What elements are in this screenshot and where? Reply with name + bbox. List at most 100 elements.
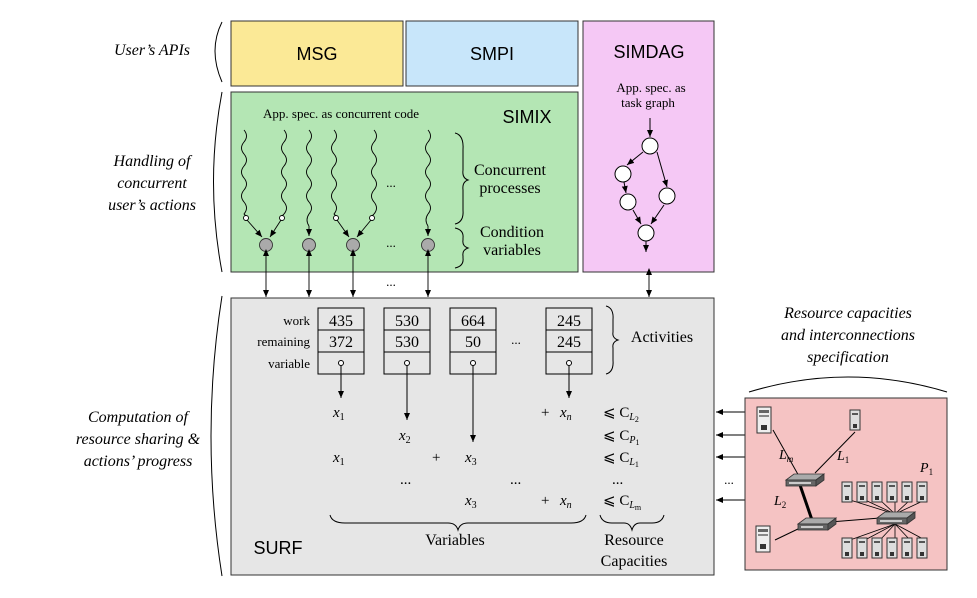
resource-arrows	[716, 409, 748, 503]
smpi-box	[405, 20, 579, 87]
cluster-node-icon	[901, 481, 913, 503]
brace-conditions	[454, 227, 470, 269]
layer-label-apis: User’s APIs	[114, 42, 190, 59]
activity-table: 530 530	[383, 307, 431, 420]
server-icon	[849, 409, 861, 431]
msg-box	[230, 20, 404, 87]
switch-icon	[797, 517, 837, 531]
layer-label-handling-1: Handling of	[113, 153, 193, 170]
variables-label: Variables	[425, 532, 485, 549]
connection-ellipsis: ...	[386, 274, 396, 289]
capacities-label-2: Capacities	[601, 553, 668, 570]
link-label-l2: L2	[773, 494, 786, 510]
var-x1: x1	[332, 450, 345, 468]
process-end	[243, 215, 249, 221]
activity-work: 245	[557, 313, 581, 330]
cluster-node-icon	[916, 537, 928, 559]
capacity-constraint: ⩽ CL1	[603, 450, 639, 469]
simdag-label: SIMDAG	[613, 42, 684, 62]
condition-ellipsis: ...	[386, 235, 396, 250]
processes-label-2: processes	[479, 180, 540, 197]
var-x2: x2	[398, 428, 411, 446]
network-links	[772, 429, 926, 541]
capacities-label-1: Resource	[604, 532, 664, 549]
activity-remaining: 372	[329, 334, 353, 351]
var-xn: xn	[559, 405, 572, 423]
resources-title-3: specification	[807, 349, 889, 366]
process-end	[333, 215, 339, 221]
condition-variable	[302, 238, 316, 252]
layer-label-handling-3: user’s actions	[108, 197, 196, 214]
activities-label: Activities	[631, 329, 693, 346]
equation-dots: ...	[612, 472, 623, 488]
row-label-remaining: remaining	[257, 334, 310, 349]
brace-processes	[454, 132, 470, 225]
cluster-node-icon	[871, 537, 883, 559]
task-node	[658, 187, 676, 205]
activity-work: 664	[461, 313, 485, 330]
cluster-node-icon	[886, 537, 898, 559]
cluster-node-icon	[886, 481, 898, 503]
server-icon	[755, 525, 771, 553]
task-node	[637, 224, 655, 242]
cluster-node-icon	[841, 537, 853, 559]
cluster-node-icon	[901, 537, 913, 559]
msg-label: MSG	[296, 44, 337, 64]
task-graph	[614, 118, 676, 252]
var-x1: x1	[332, 405, 345, 423]
brace-computation	[210, 295, 223, 577]
process-end	[369, 215, 375, 221]
equation-system: x1 + xn ⩽ CL2 x2 ⩽ CP1 x1 + x3 ⩽ CL1 ...…	[332, 405, 642, 512]
simdag-spec-2: task graph	[621, 95, 675, 110]
simix-spec: App. spec. as concurrent code	[263, 106, 419, 121]
brace-variables	[329, 514, 587, 532]
activity-remaining: 50	[465, 334, 481, 351]
activity-remaining: 245	[557, 334, 581, 351]
brace-handling	[213, 91, 223, 273]
activity-table: 664 50	[449, 307, 497, 442]
link-label-l1: L1	[836, 449, 849, 465]
process-threads	[241, 129, 431, 227]
cluster-node-icon	[916, 481, 928, 503]
resource-arrows-ellipsis: ...	[724, 472, 734, 487]
task-node	[614, 165, 632, 183]
var-x3: x3	[464, 493, 477, 511]
layer-label-computation-3: actions’ progress	[84, 453, 193, 470]
activity-table: 435 372	[317, 307, 365, 398]
smpi-label: SMPI	[470, 44, 514, 64]
switch-icon	[785, 473, 825, 487]
cluster-node-icon	[871, 481, 883, 503]
var-xn: xn	[559, 493, 572, 511]
plus-sign: +	[541, 405, 549, 421]
process-ellipsis: ...	[386, 175, 396, 190]
activity-ellipsis: ...	[511, 332, 521, 347]
activity-work: 435	[329, 313, 353, 330]
task-node	[641, 137, 659, 155]
capacity-constraint: ⩽ CLm	[603, 493, 642, 512]
conditions-label-1: Condition	[480, 224, 544, 241]
equation-dots: ...	[510, 472, 521, 488]
switch-icon	[876, 511, 916, 525]
cluster-node-icon	[841, 481, 853, 503]
row-label-variable: variable	[268, 356, 310, 371]
processes-label-1: Concurrent	[474, 162, 547, 179]
link-label-lm: Lm	[778, 448, 794, 464]
cluster-node-icon	[856, 537, 868, 559]
server-icon	[756, 406, 772, 434]
layer-label-handling-2: concurrent	[117, 175, 187, 192]
simix-title: SIMIX	[502, 107, 551, 127]
activity-table: 245 245	[545, 307, 593, 398]
process-end	[279, 215, 285, 221]
layer-label-computation-2: resource sharing &	[76, 431, 201, 448]
task-node	[619, 193, 637, 211]
surf-title: SURF	[254, 538, 303, 558]
condition-variable	[346, 238, 360, 252]
resources-title-1: Resource capacities	[783, 305, 912, 322]
plus-sign: +	[541, 493, 549, 509]
activity-work: 530	[395, 313, 419, 330]
layer-label-computation-1: Computation of	[88, 409, 191, 426]
capacity-constraint: ⩽ CL2	[603, 405, 639, 424]
brace-resources	[748, 376, 948, 393]
cluster-label-p1: P1	[919, 461, 933, 477]
